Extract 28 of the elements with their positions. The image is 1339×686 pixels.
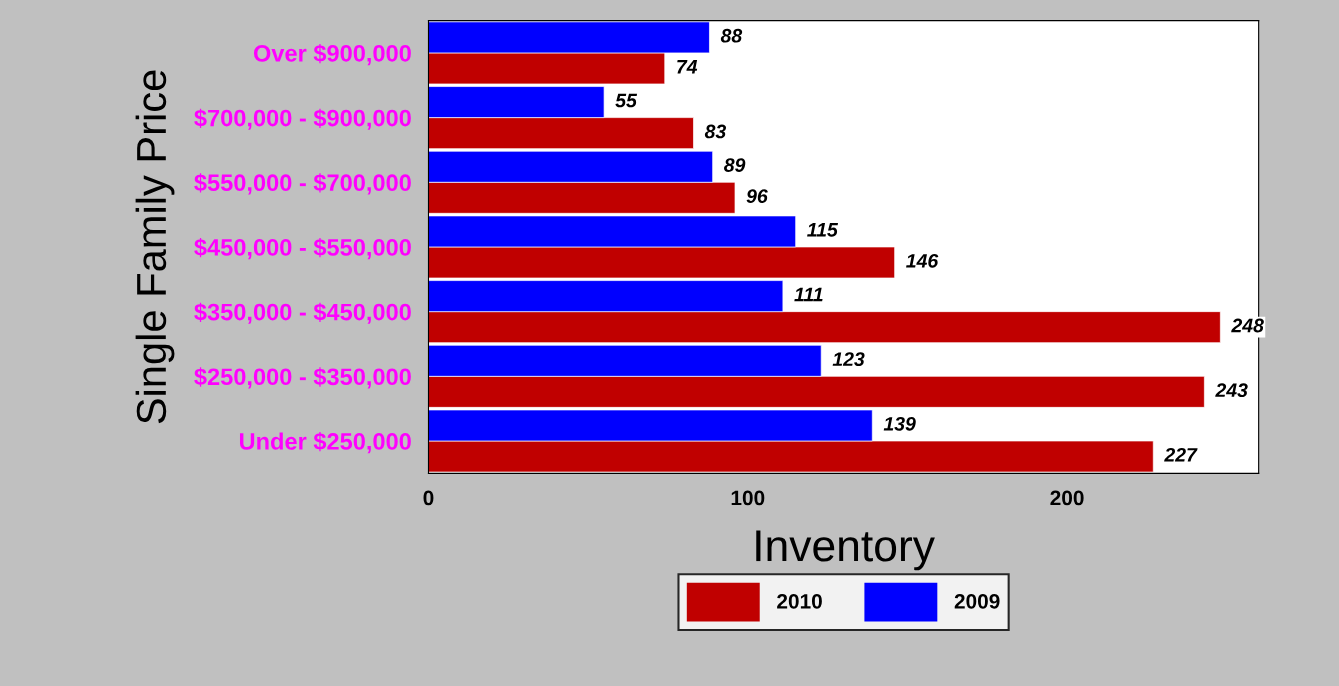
legend-label: 2009 — [954, 593, 1000, 609]
data-label: 88 — [720, 28, 743, 43]
data-label: 227 — [1164, 447, 1198, 462]
x-tick-label: 200 — [1050, 490, 1084, 506]
data-label: 74 — [677, 60, 698, 74]
y-tick-label: $700,000 - $900,000 — [194, 108, 411, 130]
x-axis-title: Inventory — [756, 530, 935, 571]
y-tick-label: $450,000 - $550,000 — [194, 237, 411, 260]
y-tick-label: $350,000 - $450,000 — [194, 302, 411, 324]
data-label: 115 — [807, 223, 839, 237]
data-label: 111 — [794, 287, 823, 302]
data-label: 83 — [704, 124, 727, 139]
y-tick-label: $550,000 - $700,000 — [194, 173, 411, 195]
data-label: 55 — [615, 93, 638, 108]
data-label: 248 — [1231, 318, 1264, 333]
data-label: 89 — [724, 158, 746, 172]
y-tick-label: Under $250,000 — [239, 432, 411, 454]
y-axis-title: Single Family Price — [135, 70, 175, 424]
data-label: 96 — [746, 189, 768, 204]
legend-label: 2010 — [777, 593, 822, 609]
data-label: 123 — [832, 352, 865, 367]
x-tick-label: 0 — [423, 490, 434, 506]
x-tick-label: 100 — [731, 490, 765, 506]
y-tick-label: $250,000 - $350,000 — [194, 367, 411, 389]
data-label: 146 — [906, 253, 939, 268]
y-tick-label: Over $900,000 — [253, 43, 411, 66]
data-label: 139 — [883, 416, 916, 431]
data-label: 243 — [1215, 383, 1248, 398]
